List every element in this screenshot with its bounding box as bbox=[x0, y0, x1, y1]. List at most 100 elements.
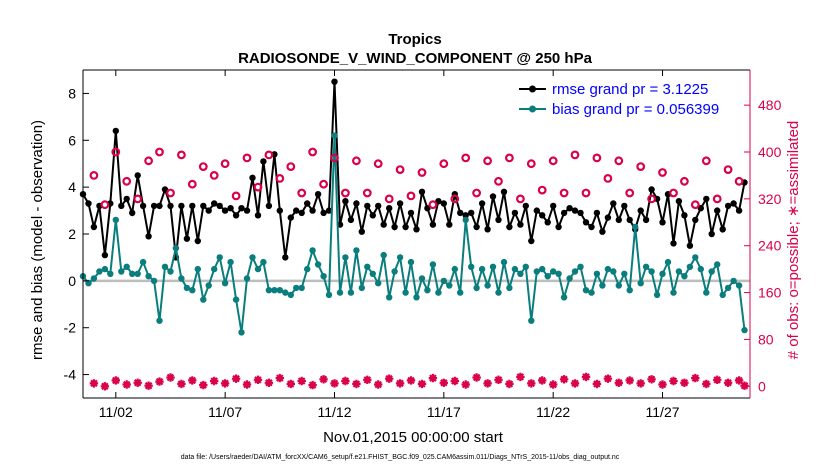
obs-assimilated-point bbox=[516, 372, 525, 382]
series-0-point bbox=[659, 219, 666, 226]
obs-assimilated-point bbox=[231, 374, 241, 383]
obs-assimilated-point bbox=[220, 379, 230, 388]
obs-possible-point bbox=[220, 159, 230, 169]
obs-assimilated-point bbox=[592, 379, 602, 389]
series-1-point bbox=[260, 258, 267, 266]
series-1-point bbox=[227, 258, 234, 266]
series-0-point bbox=[495, 216, 502, 224]
series-1-point bbox=[610, 268, 617, 275]
legend-rmse-marker bbox=[529, 85, 536, 93]
series-1-point bbox=[407, 258, 415, 266]
series-0-point bbox=[342, 198, 349, 205]
y2-tick-label: 0 bbox=[758, 378, 766, 394]
obs-assimilated-point bbox=[439, 378, 448, 387]
series-0-point bbox=[364, 202, 371, 210]
series-1-point bbox=[287, 291, 294, 299]
legend: rmse grand pr = 3.1225 bias grand pr = 0… bbox=[514, 76, 740, 120]
series-1-point bbox=[386, 294, 393, 301]
obs-possible-point bbox=[231, 191, 241, 201]
legend-bias-label: bias grand pr = 0.056399 bbox=[552, 101, 719, 118]
series-1-point bbox=[500, 258, 508, 266]
obs-assimilated-point bbox=[734, 376, 744, 385]
legend-rmse-label: rmse grand pr = 3.1225 bbox=[552, 81, 708, 98]
series-0-point bbox=[560, 209, 568, 217]
series-0-point bbox=[314, 191, 322, 198]
series-1-point bbox=[539, 265, 546, 273]
series-1-point bbox=[336, 289, 344, 296]
series-0-point bbox=[528, 237, 535, 245]
obs-possible-point bbox=[176, 150, 186, 160]
obs-assimilated-point bbox=[450, 376, 459, 386]
series-1-point bbox=[189, 287, 196, 294]
series-1-point bbox=[309, 247, 316, 254]
obs-possible-point bbox=[209, 170, 219, 180]
series-1-point bbox=[544, 273, 551, 280]
series-1-point bbox=[555, 270, 562, 277]
series-1-point bbox=[457, 289, 464, 296]
series-0-point bbox=[205, 207, 212, 214]
series-1-point bbox=[719, 291, 726, 299]
obs-possible-point bbox=[417, 168, 427, 177]
series-1-point bbox=[304, 265, 311, 273]
series-1-point bbox=[517, 270, 524, 277]
obs-assimilated-point bbox=[286, 379, 295, 389]
series-0-point bbox=[522, 202, 529, 210]
obs-possible-point bbox=[723, 165, 733, 175]
series-1-point bbox=[101, 265, 109, 273]
series-1-point bbox=[686, 263, 694, 270]
series-1-point bbox=[90, 275, 98, 282]
obs-possible-point bbox=[275, 173, 285, 183]
y2-tick-label: 400 bbox=[758, 144, 782, 160]
obs-assimilated-point bbox=[625, 376, 634, 385]
series-1-point bbox=[364, 263, 371, 270]
series-1-point bbox=[178, 275, 185, 282]
series-1-point bbox=[615, 282, 622, 289]
obs-assimilated-point bbox=[702, 379, 711, 389]
series-0-point bbox=[156, 202, 163, 210]
series-1-point bbox=[96, 268, 103, 275]
series-1-point bbox=[681, 273, 688, 280]
series-1-point bbox=[391, 268, 398, 275]
obs-assimilated-point bbox=[658, 380, 667, 389]
obs-possible-point bbox=[428, 200, 438, 210]
series-0-point bbox=[293, 207, 300, 214]
obs-possible-point bbox=[647, 194, 656, 204]
series-line-1 bbox=[82, 135, 746, 333]
obs-possible-point bbox=[264, 150, 274, 160]
series-1-point bbox=[528, 317, 535, 324]
obs-possible-point bbox=[581, 188, 591, 198]
series-0-point bbox=[511, 209, 519, 217]
series-1-point bbox=[429, 261, 437, 268]
series-1-point bbox=[604, 265, 612, 273]
y-tick-label: 2 bbox=[68, 226, 76, 242]
series-1-point bbox=[659, 270, 666, 277]
series-1-point bbox=[134, 270, 141, 277]
obs-possible-point bbox=[297, 188, 307, 198]
obs-possible-point bbox=[450, 194, 460, 204]
series-1 bbox=[79, 132, 748, 336]
obs-possible-point bbox=[603, 173, 613, 183]
series-1-point bbox=[249, 254, 256, 261]
obs-assimilated-point bbox=[264, 378, 274, 387]
obs-possible-point bbox=[133, 194, 143, 204]
chart-title: Tropics bbox=[388, 31, 441, 48]
obs-possible-point bbox=[155, 147, 164, 157]
obs-possible-point bbox=[592, 153, 602, 163]
obs-assimilated-point bbox=[527, 379, 536, 388]
series-0-point bbox=[642, 216, 650, 224]
series-group bbox=[79, 78, 749, 391]
series-0-point bbox=[626, 216, 633, 224]
series-0-point bbox=[577, 209, 584, 217]
obs-assimilated-point bbox=[740, 381, 749, 390]
series-0 bbox=[79, 78, 748, 261]
series-0-point bbox=[353, 200, 360, 207]
obs-assimilated-point bbox=[428, 373, 438, 383]
obs-possible-point bbox=[253, 182, 263, 192]
obs-assimilated-point bbox=[155, 377, 164, 386]
obs-possible-point bbox=[286, 162, 296, 172]
obs-possible-point bbox=[537, 185, 547, 195]
obs-possible-point bbox=[362, 188, 372, 198]
series-0-point bbox=[588, 223, 595, 231]
series-0-point bbox=[320, 209, 327, 217]
